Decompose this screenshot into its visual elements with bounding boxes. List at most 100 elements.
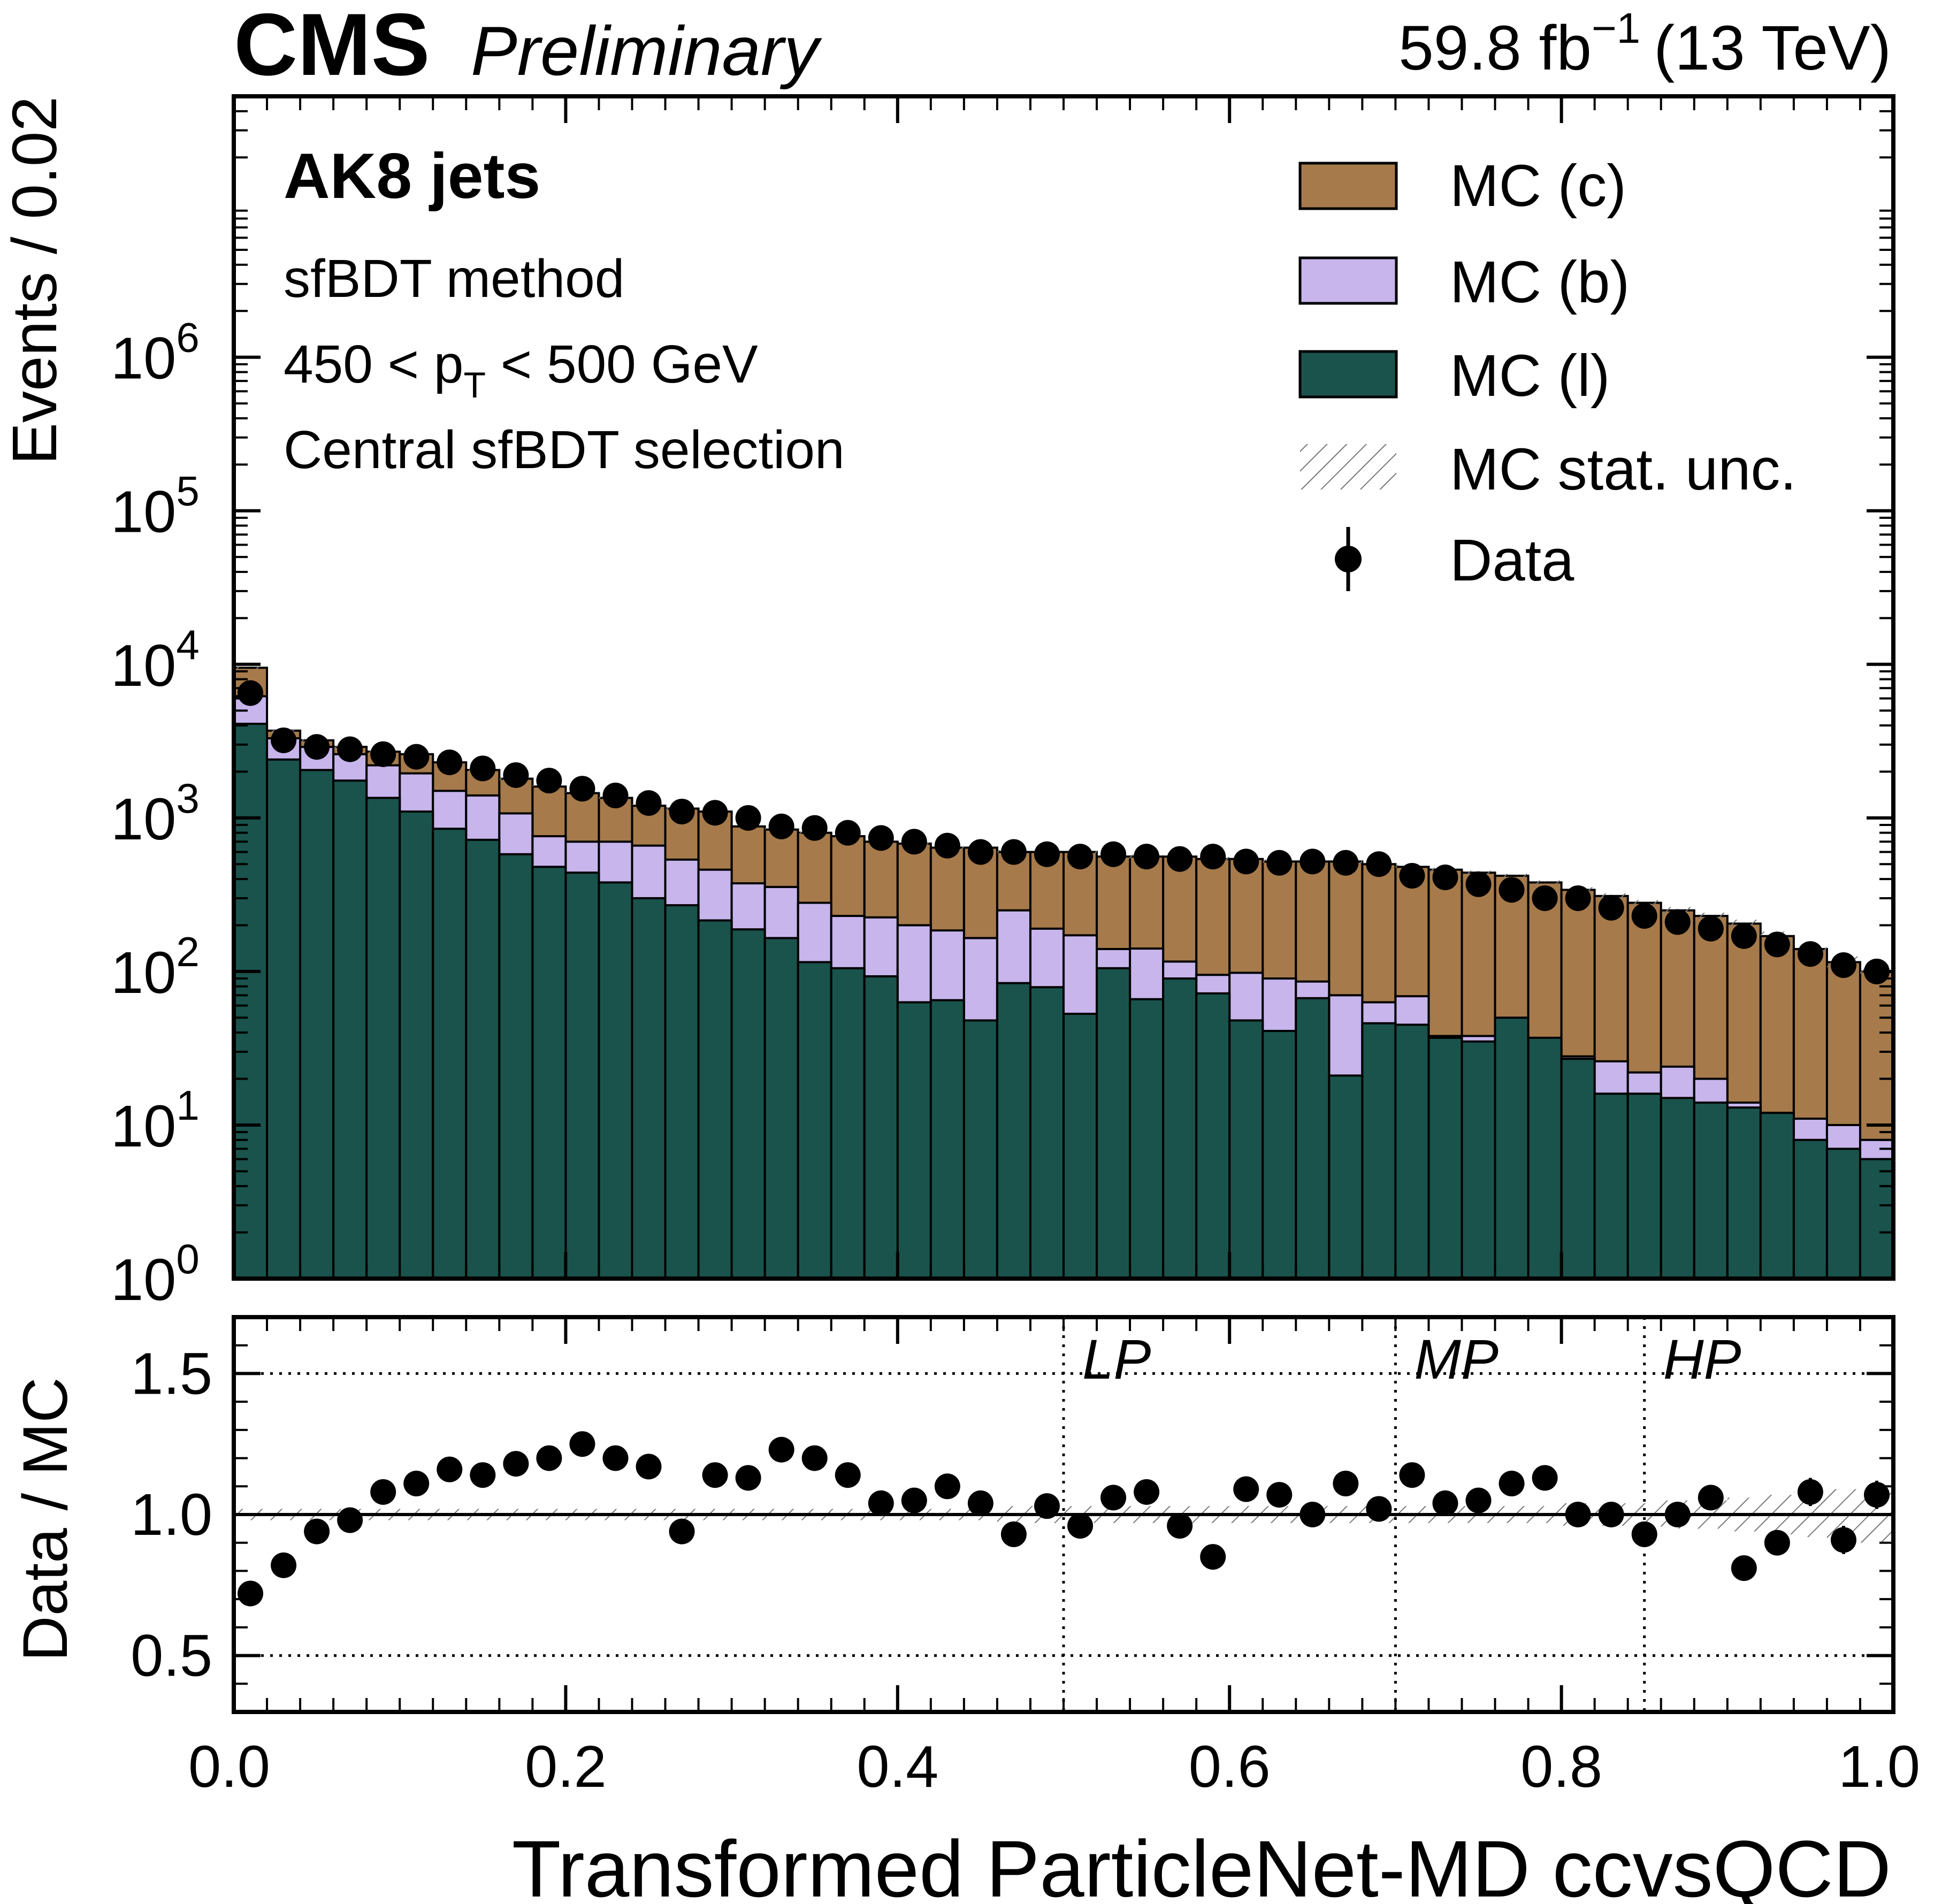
- ratio-point: [470, 1462, 496, 1488]
- wp-label-hp: HP: [1663, 1328, 1741, 1391]
- bar-mc_l: [1361, 1022, 1397, 1279]
- data-point: [1000, 839, 1027, 865]
- data-point: [1333, 850, 1359, 876]
- data-point: [1764, 931, 1790, 958]
- data-point: [702, 800, 728, 826]
- ratio-point: [304, 1518, 330, 1544]
- ratio-points: [238, 1431, 1890, 1607]
- y-tick-exponent: 4: [176, 621, 199, 668]
- data-point: [536, 768, 562, 794]
- ratio-frame: [232, 1315, 1895, 1714]
- ratio-point: [1266, 1482, 1293, 1508]
- data-point: [669, 798, 695, 824]
- bar-mc_l: [1328, 1074, 1364, 1279]
- data-point: [238, 680, 264, 706]
- bar-mc_l: [1029, 986, 1065, 1279]
- legend-swatch-mc-b: [1298, 256, 1398, 305]
- y-tick-exponent: 3: [176, 775, 199, 822]
- legend-label-mc-b: MC (b): [1450, 249, 1630, 315]
- ratio-point: [403, 1471, 430, 1497]
- data-point: [768, 813, 794, 839]
- y-tick-base: 10: [111, 786, 176, 852]
- y-tick-exponent: 1: [176, 1082, 199, 1129]
- preliminary-label: Preliminary: [471, 12, 822, 90]
- legend-swatch-mc-c: [1298, 162, 1398, 210]
- bar-mc_l: [730, 928, 766, 1279]
- ratio-axes: 0.5 1.0 1.5 0.0 0.2 0.4 0.6 0.8 1.0: [131, 1316, 1920, 1800]
- y-tick-base: 10: [111, 326, 176, 392]
- bar-mc_l: [498, 853, 534, 1279]
- x-tick-label: 0.8: [1520, 1734, 1602, 1800]
- ratio-point: [1731, 1555, 1757, 1581]
- bar-mc_l: [564, 871, 600, 1279]
- bar-mc_l: [1394, 1023, 1430, 1279]
- y-tick-label: 105: [111, 468, 200, 545]
- data-point: [636, 790, 662, 816]
- bar-mc_l: [1427, 1036, 1463, 1279]
- ratio-point: [437, 1456, 463, 1482]
- mc-unc-band-segment: [1627, 900, 1661, 906]
- bar-mc_l: [697, 919, 733, 1279]
- bar-mc_l: [1792, 1138, 1828, 1279]
- wp-label-mp: MP: [1414, 1328, 1499, 1391]
- ratio-y-axis-label: Data / MC: [10, 1377, 81, 1661]
- data-point: [1465, 871, 1492, 897]
- bar-mc_l: [1560, 1058, 1596, 1279]
- ratio-point: [1499, 1471, 1525, 1497]
- bar-mc_l: [234, 722, 269, 1279]
- data-point: [868, 825, 894, 851]
- bar-mc_l: [1228, 1019, 1264, 1279]
- bar-mc_l: [332, 779, 368, 1279]
- legend-data-marker: [1335, 546, 1362, 572]
- y-tick-label: 100: [111, 1235, 200, 1313]
- ratio-point: [1465, 1487, 1492, 1513]
- data-point: [569, 776, 595, 802]
- bar-mc_l: [962, 1019, 998, 1279]
- x-tick-label: 0.6: [1189, 1734, 1271, 1800]
- data-point: [967, 839, 993, 865]
- ratio-point: [1067, 1513, 1094, 1539]
- y-tick-base: 10: [111, 479, 176, 545]
- y-tick-label: 101: [111, 1082, 200, 1159]
- cms-label: CMS: [234, 0, 430, 94]
- data-point: [735, 805, 761, 831]
- ratio-point: [735, 1465, 761, 1491]
- data-point: [470, 755, 496, 782]
- y-tick-exponent: 6: [176, 314, 199, 361]
- ratio-point: [1698, 1485, 1724, 1511]
- legend: MC (c) MC (b) MC (l) MC stat. unc. Data: [1298, 153, 1797, 593]
- bar-mc_l: [863, 975, 899, 1279]
- y-tick-label: 102: [111, 928, 200, 1006]
- data-point: [1034, 841, 1060, 867]
- ratio-point: [1863, 1482, 1890, 1508]
- ratio-point: [337, 1507, 363, 1533]
- bar-mc_l: [1859, 1158, 1893, 1279]
- ratio-point: [1100, 1485, 1127, 1511]
- data-point: [1399, 862, 1425, 889]
- x-tick-label: 1.0: [1838, 1734, 1920, 1800]
- ratio-point: [868, 1490, 894, 1516]
- ratio-point: [1830, 1527, 1856, 1553]
- ratio-point: [503, 1451, 529, 1477]
- bar-mc_l: [1527, 1036, 1563, 1279]
- bar-mc_l: [1195, 992, 1231, 1279]
- data-point: [1432, 864, 1458, 890]
- x-tick-label: 0.2: [525, 1734, 607, 1800]
- legend-label-mc-c: MC (c): [1450, 153, 1626, 219]
- lumi-label: 59.8 fb−1 (13 TeV): [1398, 4, 1891, 83]
- ratio-point: [1366, 1496, 1392, 1522]
- y-tick-label: 104: [111, 621, 200, 699]
- bar-mc_l: [1162, 977, 1198, 1279]
- pt-annotation: 450 < pT < 500 GeV: [284, 334, 758, 406]
- bar-mc_l: [929, 999, 965, 1279]
- x-axis-label: Transformed ParticleNet-MD ccvsQCD: [512, 1824, 1891, 1904]
- y-tick-base: 10: [111, 1247, 176, 1313]
- y-tick-exponent: 2: [176, 928, 199, 975]
- ratio-point: [238, 1580, 264, 1607]
- bar-mc_l: [531, 866, 567, 1279]
- bar-mc_l: [1626, 1092, 1662, 1279]
- ratio-point: [1399, 1462, 1425, 1488]
- ratio-point: [1664, 1502, 1691, 1527]
